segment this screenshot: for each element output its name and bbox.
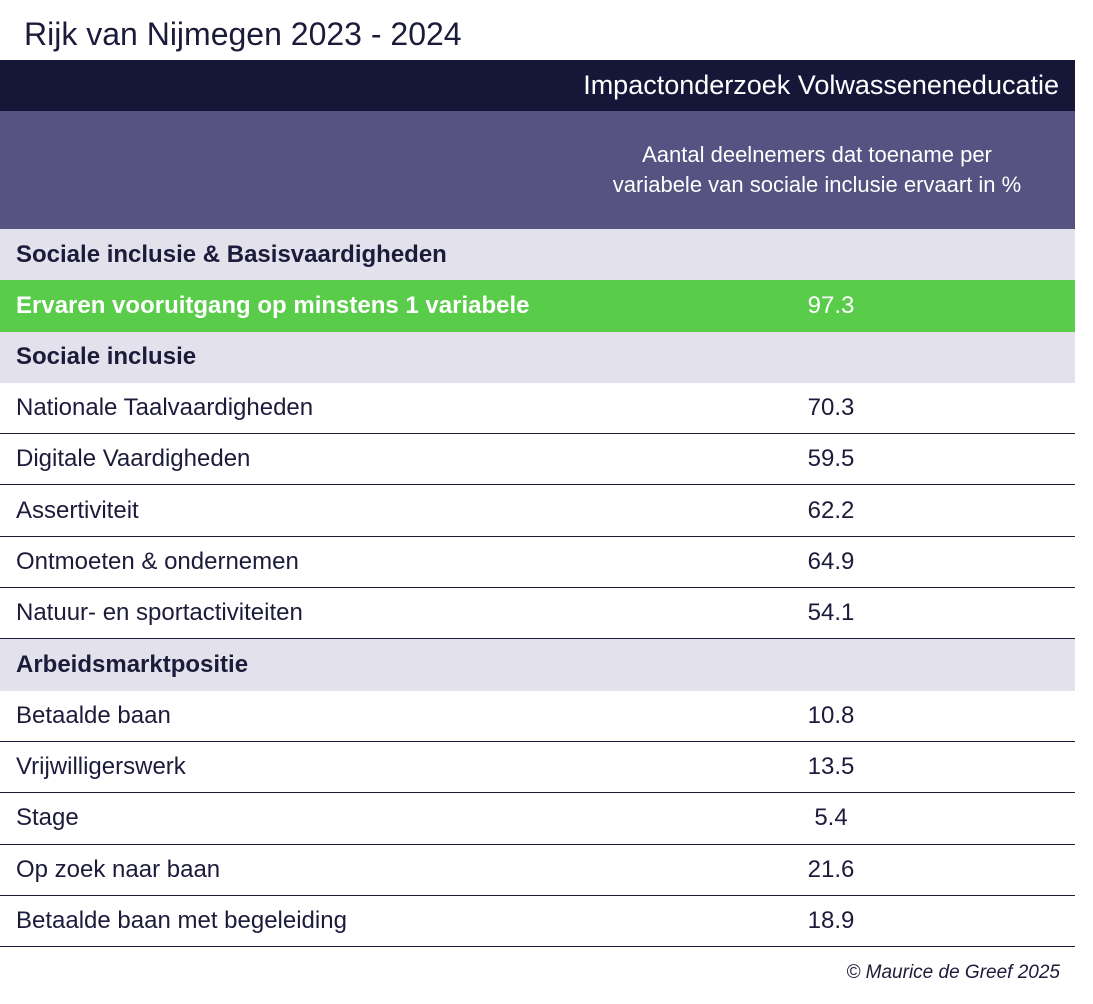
table-row: Assertiviteit 62.2 [0, 485, 1075, 537]
row-value: 5.4 [814, 804, 848, 832]
row-value: 97.3 [807, 291, 855, 319]
table-row: Vrijwilligerswerk 13.5 [0, 741, 1075, 794]
study-title: Impactonderzoek Volwasseneneducatie [583, 70, 1059, 100]
copyright-note: © Maurice de Greef 2025 [846, 962, 1060, 983]
row-value: 21.6 [807, 855, 855, 883]
section-row: Arbeidsmarktpositie [0, 639, 1075, 691]
row-label: Assertiviteit [16, 496, 139, 524]
row-value: 13.5 [807, 753, 855, 781]
row-value: 59.5 [807, 445, 855, 473]
row-label: Sociale inclusie & Basisvaardigheden [16, 240, 447, 268]
table-row: Betaalde baan 10.8 [0, 690, 1075, 742]
column-header-line-1: Aantal deelnemers dat toename per [642, 142, 992, 167]
page-title: Rijk van Nijmegen 2023 - 2024 [24, 16, 462, 52]
section-row: Sociale inclusie & Basisvaardigheden [0, 229, 1075, 281]
row-label: Sociale inclusie [16, 343, 197, 371]
row-value: 62.2 [807, 496, 855, 524]
column-header-line-2: variabele van sociale inclusie ervaart i… [612, 172, 1022, 197]
table-row: Nationale Taalvaardigheden 70.3 [0, 382, 1075, 435]
table-row: Op zoek naar baan 21.6 [0, 844, 1075, 896]
study-title-band: Impactonderzoek Volwasseneneducatie [0, 60, 1075, 111]
column-header: Aantal deelnemers dat toename per variab… [577, 140, 1057, 200]
row-value: 54.1 [807, 599, 855, 627]
row-value: 64.9 [807, 547, 855, 575]
row-value: 70.3 [807, 394, 855, 422]
table-row: Natuur- en sportactiviteiten 54.1 [0, 588, 1075, 640]
highlight-row: Ervaren vooruitgang op minstens 1 variab… [0, 280, 1075, 332]
row-label: Arbeidsmarktpositie [16, 651, 249, 679]
row-label: Betaalde baan met begeleiding [16, 907, 347, 934]
column-header-band: Aantal deelnemers dat toename per variab… [0, 111, 1075, 229]
results-table: Impactonderzoek Volwasseneneducatie Aant… [0, 60, 1075, 948]
row-label: Digitale Vaardigheden [16, 445, 251, 473]
row-value: 18.9 [807, 907, 855, 934]
row-label: Op zoek naar baan [16, 855, 221, 883]
row-label: Betaalde baan [16, 701, 171, 729]
row-label: Stage [16, 804, 79, 832]
table-row: Betaalde baan met begeleiding 18.9 [0, 895, 1075, 948]
row-label: Ervaren vooruitgang op minstens 1 variab… [16, 291, 530, 319]
table-row: Digitale Vaardigheden 59.5 [0, 434, 1075, 486]
row-label: Natuur- en sportactiviteiten [16, 599, 303, 627]
section-row: Sociale inclusie [0, 331, 1075, 383]
table-body: Sociale inclusie & Basisvaardigheden Erva… [0, 229, 1075, 948]
row-value: 10.8 [807, 701, 855, 729]
table-row: Ontmoeten & ondernemen 64.9 [0, 536, 1075, 589]
row-label: Vrijwilligerswerk [16, 753, 186, 781]
table-row: Stage 5.4 [0, 793, 1075, 845]
row-label: Ontmoeten & ondernemen [16, 547, 299, 575]
row-label: Nationale Taalvaardigheden [16, 394, 314, 422]
